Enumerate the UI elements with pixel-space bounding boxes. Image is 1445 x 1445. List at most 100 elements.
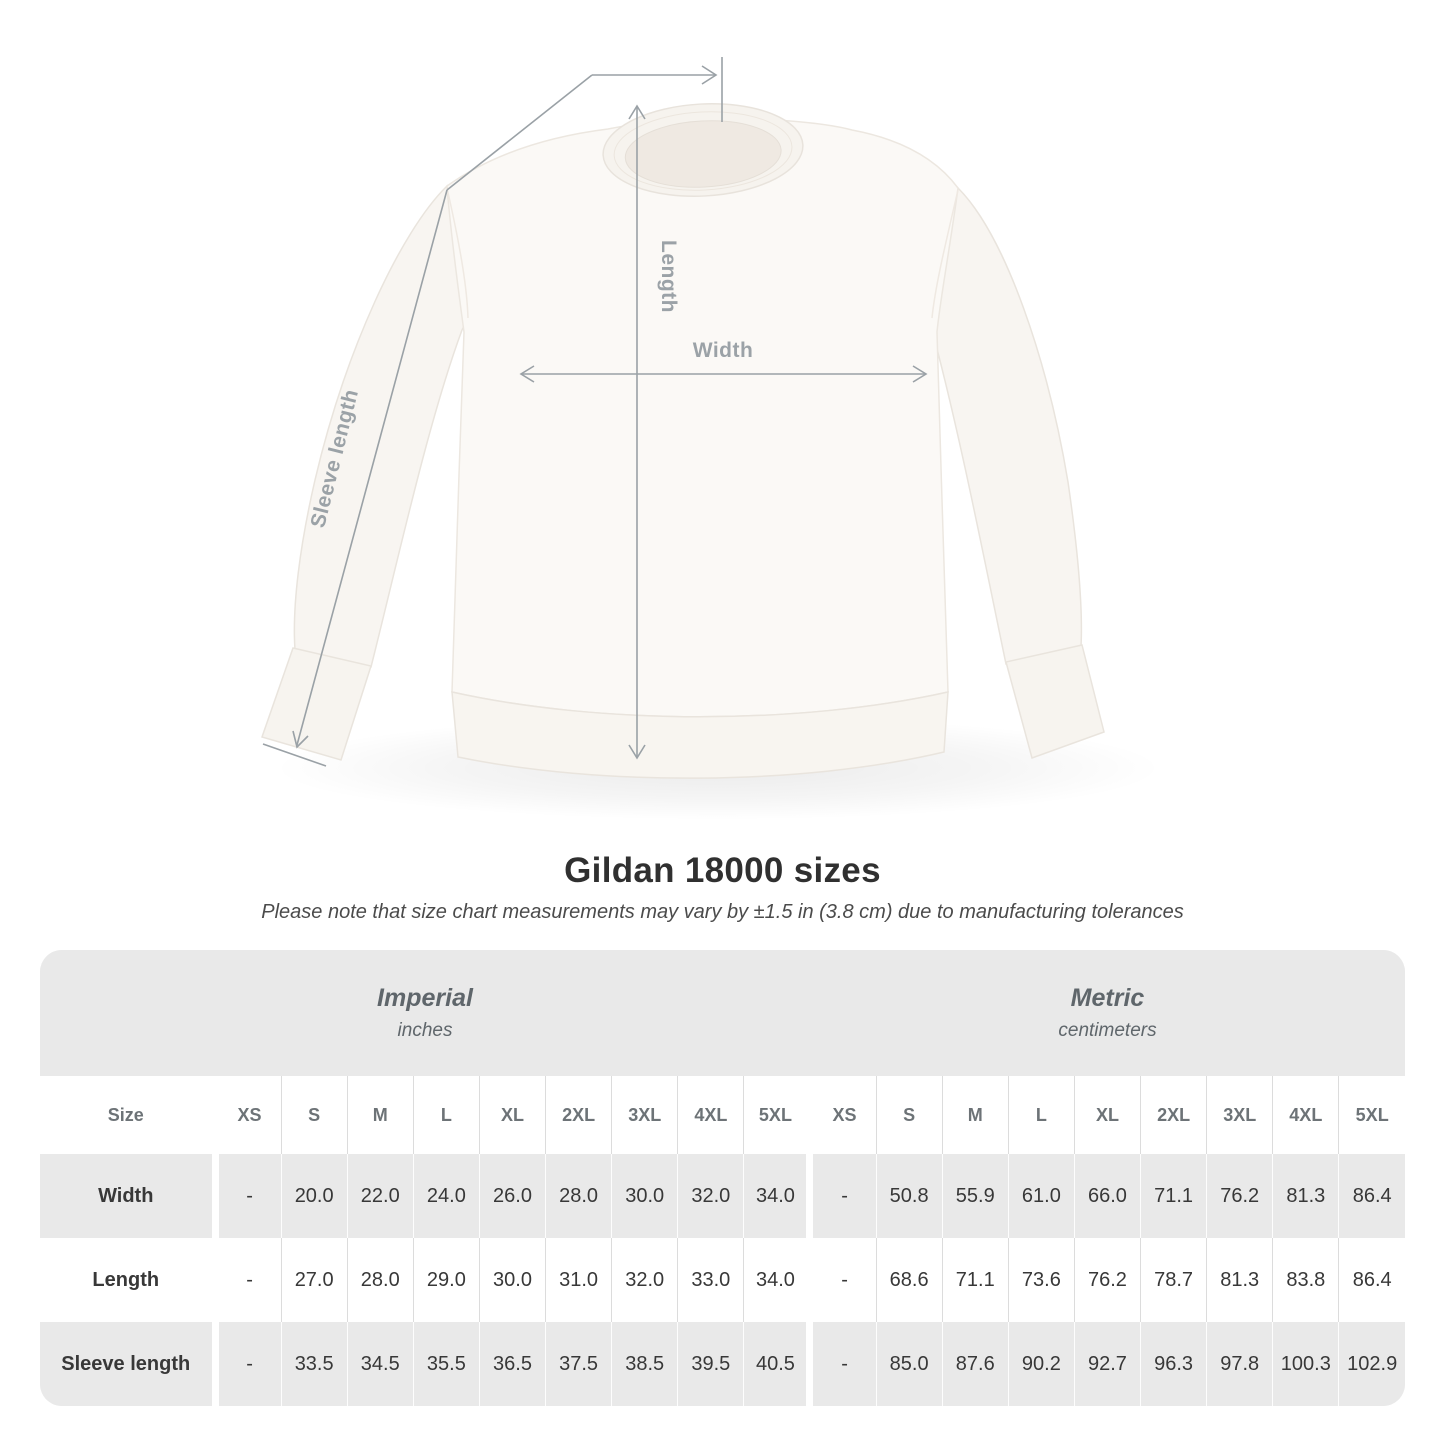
size-header-s: S (875, 1076, 943, 1154)
size-header-2xl: 2XL (1140, 1076, 1207, 1154)
size-header-xl: XL (1073, 1076, 1141, 1154)
value-cell: 26.0 (478, 1154, 546, 1238)
value-cell: 76.2 (1206, 1154, 1273, 1238)
sleeve-length-line (296, 189, 448, 746)
value-cell: 87.6 (941, 1322, 1009, 1406)
sweatshirt-left-sleeve (293, 184, 469, 668)
unit-name: Metric (1070, 984, 1145, 1012)
right-armhole-seam (931, 189, 959, 319)
value-cell: - (211, 1238, 282, 1322)
left-armhole-seam (446, 187, 469, 319)
value-cell: 24.0 (412, 1154, 480, 1238)
value-cell: 73.6 (1007, 1238, 1075, 1322)
value-cell: 86.4 (1338, 1154, 1405, 1238)
value-cell: 32.0 (677, 1154, 744, 1238)
size-header-m: M (941, 1076, 1009, 1154)
value-cell: 71.1 (1140, 1154, 1207, 1238)
value-cell: 38.5 (611, 1322, 678, 1406)
value-cell: 83.8 (1272, 1238, 1339, 1322)
size-header-2xl: 2XL (545, 1076, 612, 1154)
value-cell: 34.5 (346, 1322, 414, 1406)
size-header-xs: XS (806, 1076, 877, 1154)
length-top-arrowhead (628, 104, 646, 120)
value-cell: 68.6 (875, 1238, 943, 1322)
unit-subtitle: centimeters (1058, 1020, 1157, 1041)
size-header-4xl: 4XL (1272, 1076, 1339, 1154)
width-left-arrowhead (519, 365, 535, 383)
value-cell: - (211, 1322, 282, 1406)
value-cell: 35.5 (412, 1322, 480, 1406)
value-cell: 90.2 (1007, 1322, 1075, 1406)
value-cell: 30.0 (478, 1238, 546, 1322)
size-header-3xl: 3XL (611, 1076, 678, 1154)
shoulder-segment (446, 74, 593, 191)
unit-name: Imperial (377, 984, 473, 1012)
value-cell: 55.9 (941, 1154, 1009, 1238)
value-cell: 22.0 (346, 1154, 414, 1238)
size-header-l: L (412, 1076, 480, 1154)
table-row: Sleeve length -33.5 34.5 35.5 36.5 37.5 38.5 39… (40, 1322, 1405, 1406)
size-header-5xl: 5XL (743, 1076, 810, 1154)
sleeve-arrowhead (292, 730, 309, 749)
value-cell: 40.5 (743, 1322, 810, 1406)
size-header-xs: XS (211, 1076, 282, 1154)
width-right-arrowhead (912, 365, 928, 383)
collar (602, 103, 804, 197)
value-cell: 81.3 (1272, 1154, 1339, 1238)
value-cell: 85.0 (875, 1322, 943, 1406)
row-label: Sleeve length (40, 1322, 215, 1406)
value-cell: 37.5 (545, 1322, 612, 1406)
value-cell: 32.0 (611, 1238, 678, 1322)
value-cell: 34.0 (743, 1154, 810, 1238)
length-label: Length (657, 240, 680, 313)
value-cell: 102.9 (1338, 1322, 1405, 1406)
product-diagram: Length Width Sleeve length (261, 57, 1163, 820)
value-cell: 34.0 (743, 1238, 810, 1322)
size-header-s: S (280, 1076, 348, 1154)
value-cell: 100.3 (1272, 1322, 1339, 1406)
value-cell: 33.5 (280, 1322, 348, 1406)
tolerance-note: Please note that size chart measurements… (261, 901, 1184, 923)
value-cell: - (806, 1154, 877, 1238)
value-cell: - (806, 1238, 877, 1322)
table-row: Length -27.0 28.0 29.0 30.0 31.0 32.0 33.0 34.0-… (40, 1238, 1405, 1322)
value-cell: 28.0 (545, 1154, 612, 1238)
size-chart-card: Imperial inches Metric centimeters Size XS S M L… (40, 950, 1405, 1406)
size-header-3xl: 3XL (1206, 1076, 1273, 1154)
sweatshirt-hem-band (451, 691, 949, 779)
size-table: Imperial inches Metric centimeters Size XS S M L… (40, 950, 1405, 1406)
value-cell: 30.0 (611, 1154, 678, 1238)
value-cell: 39.5 (677, 1322, 744, 1406)
size-header-xl: XL (478, 1076, 546, 1154)
value-cell: 20.0 (280, 1154, 348, 1238)
table-row: Width -20.0 22.0 24.0 26.0 28.0 30.0 32.0 34.0-5… (40, 1154, 1405, 1238)
value-cell: 81.3 (1206, 1238, 1273, 1322)
value-cell: 97.8 (1206, 1322, 1273, 1406)
value-cell: - (806, 1322, 877, 1406)
right-arrowhead (701, 65, 718, 85)
value-cell: 33.0 (677, 1238, 744, 1322)
value-cell: 61.0 (1007, 1154, 1075, 1238)
sweatshirt-body (446, 117, 959, 718)
value-cell: - (211, 1154, 282, 1238)
size-header-m: M (346, 1076, 414, 1154)
value-cell: 76.2 (1073, 1238, 1141, 1322)
value-cell: 78.7 (1140, 1238, 1207, 1322)
value-cell: 92.7 (1073, 1322, 1141, 1406)
page-title: Gildan 18000 sizes (564, 851, 881, 890)
value-cell: 86.4 (1338, 1238, 1405, 1322)
sweatshirt-left-cuff (261, 647, 372, 761)
value-cell: 66.0 (1073, 1154, 1141, 1238)
width-label: Width (693, 339, 754, 362)
value-cell: 31.0 (545, 1238, 612, 1322)
unit-group-metric: Metric centimeters (809, 950, 1405, 1076)
value-cell: 50.8 (875, 1154, 943, 1238)
size-header-5xl: 5XL (1338, 1076, 1405, 1154)
size-label: Size (40, 1076, 215, 1154)
sweatshirt-right-sleeve (925, 186, 1083, 665)
row-label: Width (40, 1154, 215, 1238)
value-cell: 27.0 (280, 1238, 348, 1322)
unit-group-imperial: Imperial inches (40, 950, 810, 1076)
value-cell: 28.0 (346, 1238, 414, 1322)
size-header-4xl: 4XL (677, 1076, 744, 1154)
